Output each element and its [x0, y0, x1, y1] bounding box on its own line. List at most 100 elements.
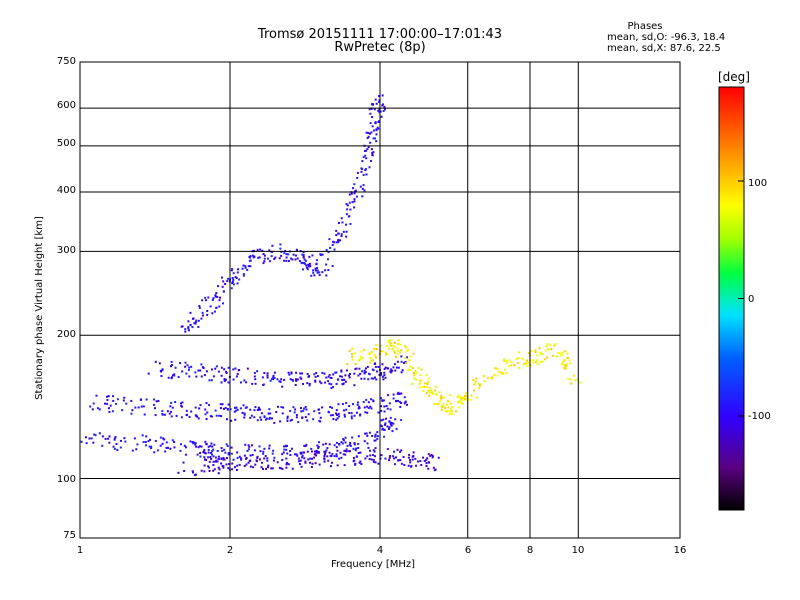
scatter-point — [209, 444, 212, 447]
scatter-point — [381, 375, 384, 378]
scatter-point — [411, 382, 414, 385]
scatter-point — [184, 446, 187, 449]
scatter-point — [209, 455, 212, 458]
scatter-point — [342, 453, 345, 456]
scatter-point — [380, 349, 383, 352]
scatter-point — [225, 371, 228, 374]
scatter-point — [207, 456, 210, 459]
scatter-point — [398, 351, 401, 354]
scatter-point — [293, 453, 296, 456]
scatter-point — [290, 257, 293, 260]
scatter-point — [396, 399, 399, 402]
scatter-point — [576, 378, 579, 381]
scatter-point — [308, 255, 311, 258]
scatter-point — [198, 305, 201, 308]
scatter-point — [214, 409, 217, 412]
scatter-point — [203, 451, 206, 454]
scatter-point — [297, 457, 300, 460]
scatter-point — [218, 468, 221, 471]
scatter-point — [137, 406, 140, 409]
scatter-point — [370, 407, 373, 410]
scatter-point — [314, 267, 317, 270]
scatter-point — [296, 257, 299, 260]
scatter-point — [331, 265, 334, 268]
scatter-point — [380, 115, 383, 118]
scatter-point — [343, 449, 346, 452]
scatter-point — [515, 357, 518, 360]
scatter-point — [206, 411, 209, 414]
scatter-point — [175, 414, 178, 417]
scatter-point — [361, 370, 364, 373]
scatter-point — [323, 454, 326, 457]
scatter-point — [293, 411, 296, 414]
scatter-point — [358, 406, 361, 409]
scatter-point — [316, 444, 319, 447]
scatter-point — [446, 409, 449, 412]
scatter-point — [310, 274, 313, 277]
scatter-point — [318, 380, 321, 383]
scatter-point — [90, 437, 93, 440]
scatter-point — [199, 455, 202, 458]
scatter-point — [329, 246, 332, 249]
scatter-point — [415, 378, 418, 381]
scatter-point — [392, 422, 395, 425]
scatter-point — [216, 295, 219, 298]
scatter-point — [388, 456, 391, 459]
scatter-point — [159, 436, 162, 439]
scatter-point — [377, 365, 380, 368]
scatter-point — [445, 403, 448, 406]
scatter-point — [131, 449, 134, 452]
scatter-point — [392, 393, 395, 396]
scatter-point — [574, 379, 577, 382]
scatter-point — [230, 287, 233, 290]
scatter-point — [307, 458, 310, 461]
scatter-point — [123, 396, 126, 399]
scatter-point — [194, 442, 197, 445]
scatter-point — [330, 465, 333, 468]
scatter-point — [383, 108, 386, 111]
scatter-point — [282, 451, 285, 454]
scatter-point — [332, 240, 335, 243]
scatter-point — [345, 450, 348, 453]
scatter-point — [374, 122, 377, 125]
scatter-point — [278, 257, 281, 260]
scatter-point — [247, 448, 250, 451]
scatter-point — [367, 407, 370, 410]
grid-lines — [80, 62, 680, 538]
scatter-point — [352, 187, 355, 190]
scatter-point — [366, 137, 369, 140]
scatter-point — [348, 193, 351, 196]
scatter-point — [348, 215, 351, 218]
scatter-point — [192, 317, 195, 320]
scatter-point — [161, 410, 164, 413]
scatter-point — [428, 461, 431, 464]
scatter-point — [262, 262, 265, 265]
scatter-point — [355, 195, 358, 198]
scatter-point — [428, 386, 431, 389]
scatter-point — [458, 394, 461, 397]
scatter-point — [306, 373, 309, 376]
scatter-point — [385, 352, 388, 355]
scatter-point — [224, 406, 227, 409]
scatter-point — [353, 183, 356, 186]
scatter-point — [94, 434, 97, 437]
scatter-point — [247, 265, 250, 268]
scatter-point — [545, 345, 548, 348]
scatter-point — [184, 330, 187, 333]
scatter-point — [196, 453, 199, 456]
scatter-point — [369, 405, 372, 408]
scatter-point — [295, 371, 298, 374]
scatter-point — [314, 375, 317, 378]
scatter-point — [218, 414, 221, 417]
scatter-point — [200, 363, 203, 366]
scatter-point — [215, 414, 218, 417]
scatter-point — [270, 251, 273, 254]
scatter-point — [412, 377, 415, 380]
scatter-point — [371, 152, 374, 155]
scatter-point — [383, 428, 386, 431]
scatter-point — [465, 391, 468, 394]
scatter-point — [327, 375, 330, 378]
scatter-point — [409, 365, 412, 368]
scatter-point — [251, 382, 254, 385]
scatter-point — [268, 416, 271, 419]
